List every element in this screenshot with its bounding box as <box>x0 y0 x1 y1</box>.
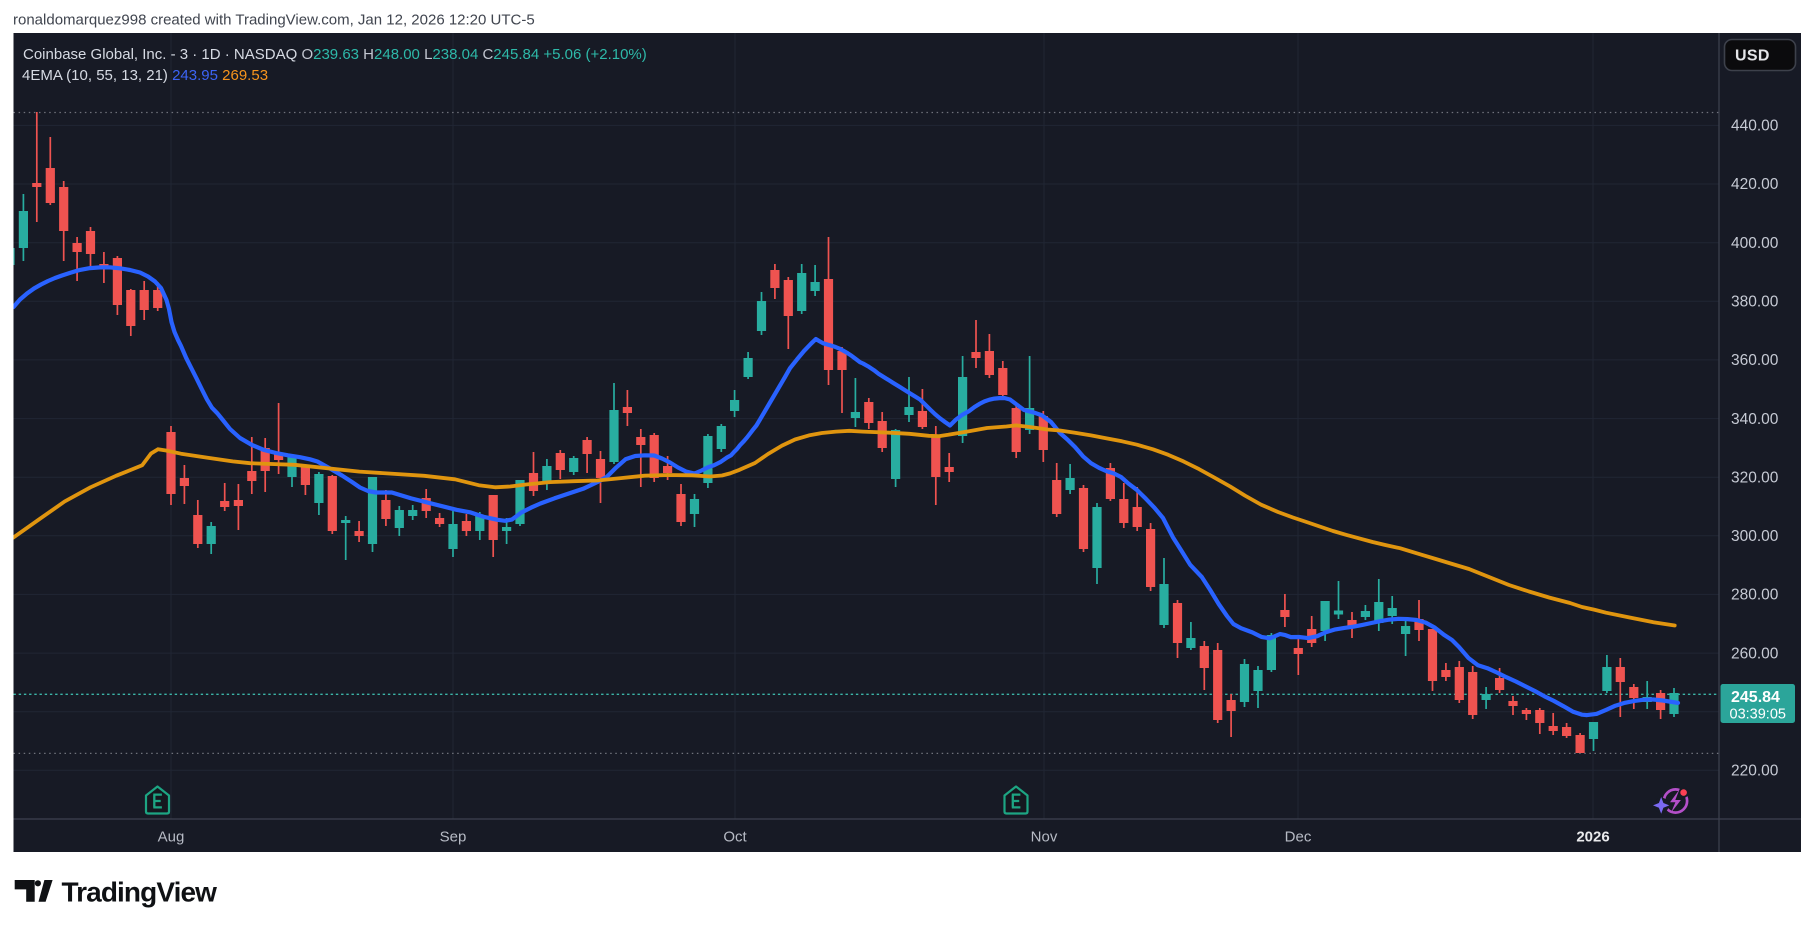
svg-text:ronaldomarquez998 created with: ronaldomarquez998 created with TradingVi… <box>13 12 535 29</box>
svg-text:TradingView: TradingView <box>62 877 218 908</box>
svg-text:380.00: 380.00 <box>1731 294 1779 311</box>
svg-text:Oct: Oct <box>723 829 747 846</box>
svg-text:USD: USD <box>1735 48 1770 65</box>
svg-text:280.00: 280.00 <box>1731 587 1779 604</box>
svg-text:4EMA (10, 55, 13, 21) 243.95: 4EMA (10, 55, 13, 21) 243.95 269.53 <box>22 67 268 84</box>
svg-text:245.84: 245.84 <box>1731 689 1780 706</box>
svg-text:Coinbase Global, Inc. - 3 · 1D: Coinbase Global, Inc. - 3 · 1D · NASDAQ … <box>23 46 647 63</box>
svg-text:220.00: 220.00 <box>1731 763 1779 780</box>
svg-text:440.00: 440.00 <box>1731 118 1779 135</box>
svg-text:420.00: 420.00 <box>1731 176 1779 193</box>
svg-text:Dec: Dec <box>1285 829 1312 846</box>
svg-text:Nov: Nov <box>1031 829 1058 846</box>
svg-text:2026: 2026 <box>1576 829 1609 846</box>
svg-text:360.00: 360.00 <box>1731 352 1779 369</box>
svg-text:340.00: 340.00 <box>1731 411 1779 428</box>
svg-text:400.00: 400.00 <box>1731 235 1779 252</box>
svg-text:300.00: 300.00 <box>1731 528 1779 545</box>
svg-text:260.00: 260.00 <box>1731 645 1779 662</box>
svg-text:Sep: Sep <box>440 829 467 846</box>
svg-text:320.00: 320.00 <box>1731 469 1779 486</box>
svg-text:03:39:05: 03:39:05 <box>1730 707 1786 723</box>
svg-text:Aug: Aug <box>158 829 185 846</box>
